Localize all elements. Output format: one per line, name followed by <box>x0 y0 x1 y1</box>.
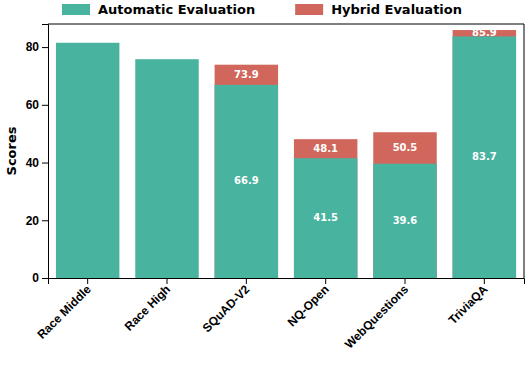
tick-label: 40 <box>26 156 40 170</box>
tick-mark <box>325 278 326 284</box>
tick: SQuAD-V2 <box>200 278 253 335</box>
y-axis: 0 20 40 60 80 <box>26 25 49 286</box>
tick-mark <box>42 220 48 221</box>
bar <box>215 85 278 278</box>
axis-line <box>49 279 525 285</box>
tick: WebQuestions <box>342 278 411 351</box>
y-axis-title: Scores <box>4 126 19 175</box>
tick-label: NQ-Open <box>285 282 332 329</box>
tick-mark <box>246 278 247 284</box>
legend-label: Hybrid Evaluation <box>331 2 462 17</box>
data-label: 85.9 <box>472 27 497 38</box>
tick-label: 80 <box>26 40 40 54</box>
tick-label: 60 <box>26 98 40 112</box>
bars <box>56 30 516 278</box>
tick-label: SQuAD-V2 <box>200 282 253 335</box>
bar <box>294 139 357 278</box>
tick: Race Middle <box>34 278 94 342</box>
tick: TriviaQA <box>446 278 491 327</box>
data-label: 39.6 <box>393 215 418 226</box>
tick-label: Race Middle <box>34 282 94 342</box>
tick-label: WebQuestions <box>342 282 411 351</box>
data-label: 73.9 <box>234 69 259 80</box>
spine <box>48 24 524 25</box>
bar <box>215 65 278 278</box>
bar <box>56 43 119 278</box>
tick-mark <box>42 105 48 106</box>
tick: 40 <box>26 156 48 170</box>
bar <box>135 59 198 278</box>
tick: 60 <box>26 98 48 112</box>
data-label: 83.7 <box>472 151 497 162</box>
tick-label: TriviaQA <box>446 282 491 327</box>
bar <box>373 164 436 278</box>
data-label: 50.5 <box>393 142 418 153</box>
tick: Race High <box>122 278 173 334</box>
plot: 66.9 41.5 39.6 83.7 73.9 48.1 50.5 85.9 0 20 40 60 8… <box>26 24 525 351</box>
legend-swatch <box>295 4 323 15</box>
tick-mark <box>87 278 88 284</box>
data-label: 41.5 <box>313 212 338 223</box>
legend-item: Hybrid Evaluation <box>295 2 462 17</box>
spine <box>524 24 525 278</box>
data-labels: 66.9 41.5 39.6 83.7 73.9 48.1 50.5 85.9 <box>234 27 497 226</box>
legend-item: Automatic Evaluation <box>62 2 255 17</box>
tick: 20 <box>26 214 48 228</box>
tick-label: 20 <box>26 214 40 228</box>
bar <box>294 158 357 278</box>
chart: 66.9 41.5 39.6 83.7 73.9 48.1 50.5 85.9 0 20 40 60 8… <box>0 0 530 372</box>
data-label: 66.9 <box>234 175 259 186</box>
legend: Automatic Evaluation Hybrid Evaluation <box>62 2 462 17</box>
tick-mark <box>42 163 48 164</box>
legend-label: Automatic Evaluation <box>98 2 255 17</box>
tick-label: Race High <box>122 282 173 333</box>
tick-mark <box>484 278 485 284</box>
x-axis: Race Middle Race High SQuAD-V2 NQ-OpenWebQu… <box>34 278 524 351</box>
axis-line <box>42 25 49 279</box>
tick-mark <box>405 278 406 284</box>
bar <box>453 30 516 278</box>
tick-mark <box>42 47 48 48</box>
tick-mark <box>167 278 168 284</box>
tick: 0 <box>32 271 48 285</box>
legend-swatch <box>62 4 90 15</box>
bar <box>373 132 436 278</box>
tick: 80 <box>26 40 48 54</box>
tick: NQ-Open <box>285 278 332 329</box>
tick-label: 0 <box>32 271 39 285</box>
frame <box>48 24 524 278</box>
tick-mark <box>42 278 48 279</box>
data-label: 48.1 <box>313 143 338 154</box>
bar <box>453 36 516 278</box>
